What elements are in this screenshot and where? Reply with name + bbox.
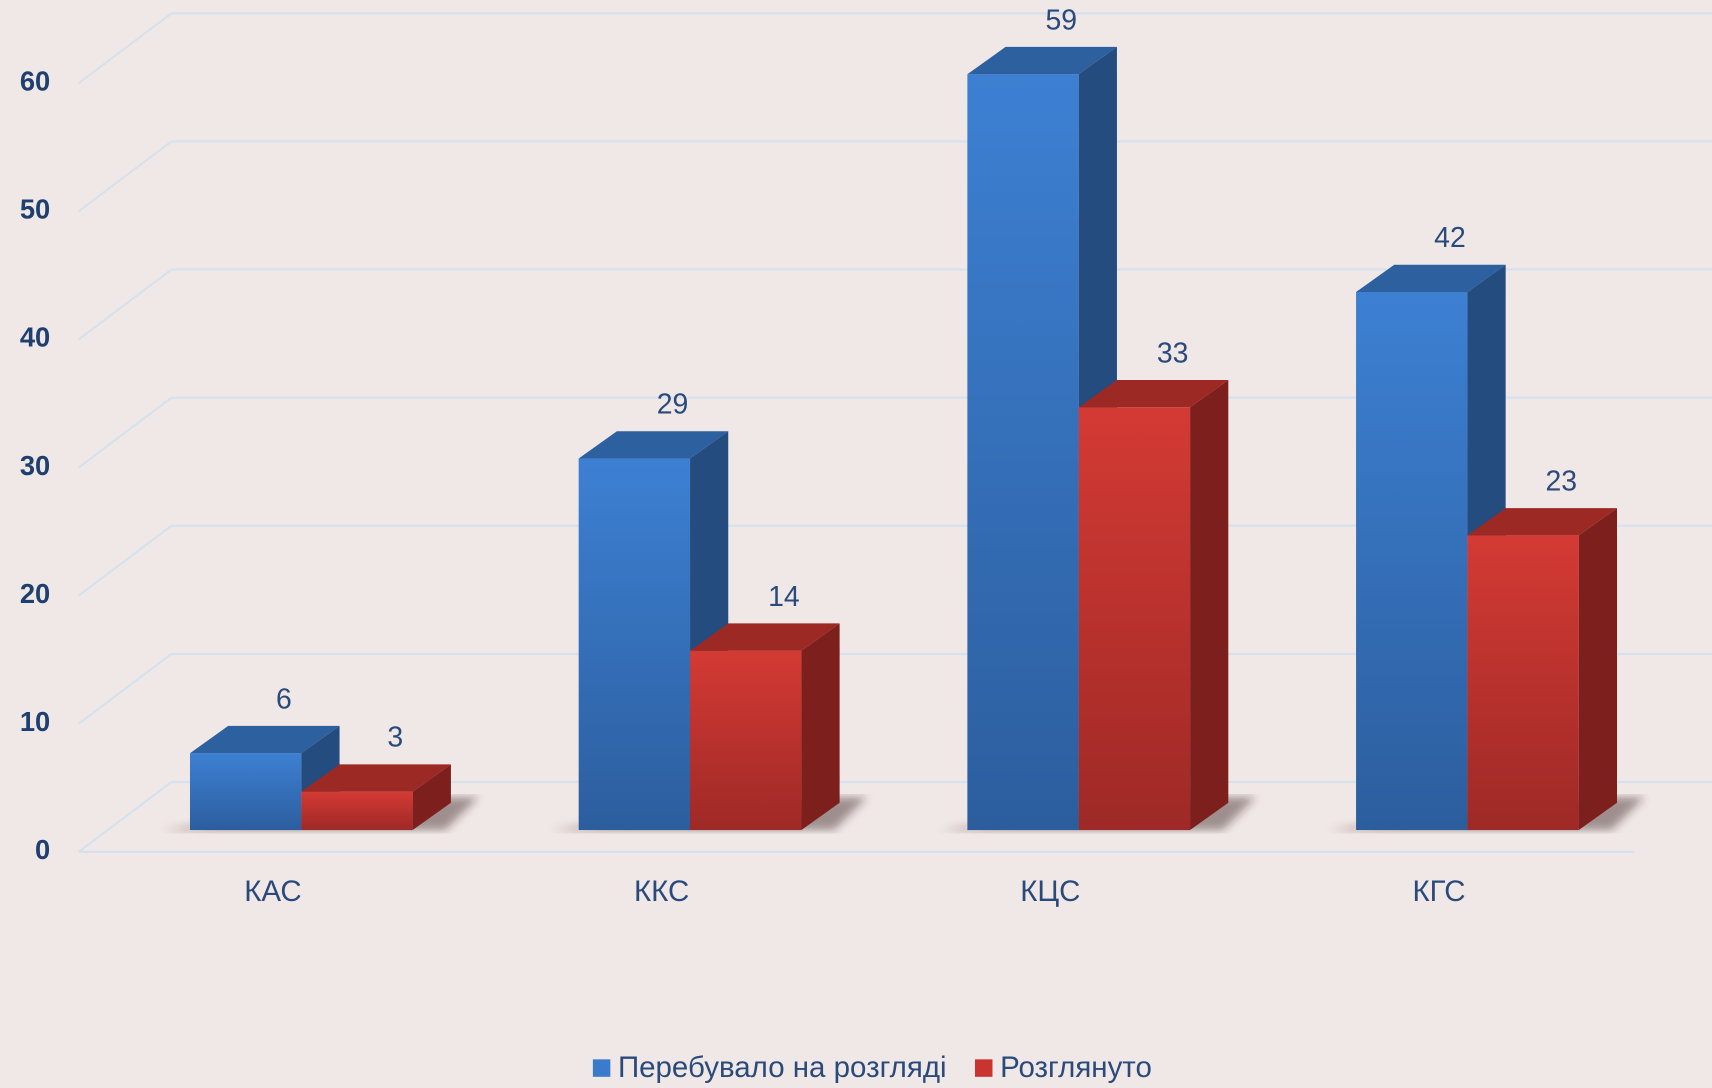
bar-top <box>189 725 340 754</box>
bar-top <box>301 764 451 792</box>
y-tick-label: 10 <box>20 706 50 737</box>
data-label: 23 <box>1546 466 1578 498</box>
bar <box>967 74 1079 831</box>
x-tick-label: КГС <box>1412 875 1465 908</box>
data-label: 6 <box>276 683 292 715</box>
bar <box>301 791 413 831</box>
bar-top <box>1078 380 1229 408</box>
legend-swatch <box>975 1059 993 1077</box>
bar-side <box>1190 380 1229 831</box>
x-tick-label: КАС <box>244 875 301 908</box>
bar-top <box>1467 508 1618 536</box>
grid-line <box>77 140 173 213</box>
data-label: 33 <box>1157 337 1189 369</box>
bar <box>578 458 691 831</box>
bars: КАС 6 3 ККС 29 14 КЦС 59 33 КГС 42 23 <box>162 4 1645 908</box>
y-tick-label: 40 <box>20 322 50 353</box>
data-label: 59 <box>1045 4 1077 36</box>
grid-line <box>77 781 173 853</box>
legend: Перебувало на розгляді Розглянуто <box>592 1051 1152 1084</box>
grid-line <box>77 12 173 85</box>
grid-line <box>77 396 173 469</box>
y-tick-label: 20 <box>20 578 50 609</box>
bar <box>1356 292 1468 831</box>
bar-top <box>578 431 729 459</box>
bar-top <box>690 623 840 651</box>
bar-side <box>412 764 451 831</box>
legend-label: Перебувало на розгляді <box>618 1051 947 1084</box>
data-label: 42 <box>1434 222 1466 254</box>
x-tick-label: ККС <box>634 875 689 908</box>
bar-top <box>1356 264 1506 293</box>
bar <box>690 650 802 831</box>
data-label: 3 <box>387 722 403 754</box>
bar-side <box>801 623 840 831</box>
grid-line <box>77 268 173 341</box>
data-label: 29 <box>657 389 689 421</box>
bar <box>189 753 302 831</box>
legend-swatch <box>592 1059 611 1077</box>
y-tick-label: 50 <box>20 194 50 225</box>
bar-top <box>967 46 1117 75</box>
bar <box>1467 535 1579 831</box>
data-label: 14 <box>768 581 800 613</box>
grid-line <box>77 653 173 725</box>
grid-line <box>77 524 173 597</box>
y-tick-label: 60 <box>20 65 50 96</box>
bar-side <box>1578 508 1618 831</box>
y-tick-label: 30 <box>20 450 50 481</box>
y-tick-label: 0 <box>35 834 50 865</box>
x-tick-label: КЦС <box>1020 875 1080 908</box>
bar <box>1078 407 1191 831</box>
legend-label: Розглянуто <box>1000 1051 1152 1084</box>
